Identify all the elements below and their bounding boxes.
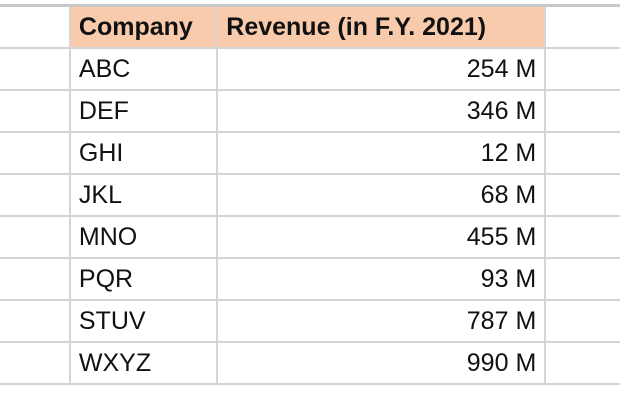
empty-cell[interactable] xyxy=(544,89,620,133)
empty-cell[interactable] xyxy=(544,173,620,217)
empty-cell[interactable] xyxy=(544,215,620,259)
empty-cell[interactable] xyxy=(0,299,71,343)
revenue-cell[interactable]: 93 M xyxy=(216,257,547,301)
company-cell[interactable]: DEF xyxy=(68,89,219,133)
empty-cell[interactable] xyxy=(544,4,620,49)
company-cell[interactable]: STUV xyxy=(68,299,219,343)
table-row: STUV 787 M xyxy=(0,299,620,343)
table-row: MNO 455 M xyxy=(0,215,620,259)
header-revenue[interactable]: Revenue (in F.Y. 2021) xyxy=(216,4,547,49)
empty-cell[interactable] xyxy=(0,131,71,175)
company-cell[interactable]: ABC xyxy=(68,47,219,91)
company-cell[interactable]: PQR xyxy=(68,257,219,301)
empty-cell[interactable] xyxy=(0,4,71,49)
company-cell[interactable]: WXYZ xyxy=(68,341,219,385)
table-row: ABC 254 M xyxy=(0,47,620,91)
table-row: PQR 93 M xyxy=(0,257,620,301)
revenue-cell[interactable]: 455 M xyxy=(216,215,547,259)
empty-cell[interactable] xyxy=(0,173,71,217)
table-row: WXYZ 990 M xyxy=(0,341,620,385)
revenue-cell[interactable]: 346 M xyxy=(216,89,547,133)
empty-cell[interactable] xyxy=(544,299,620,343)
empty-cell[interactable] xyxy=(544,341,620,385)
table-row: JKL 68 M xyxy=(0,173,620,217)
table-row: DEF 346 M xyxy=(0,89,620,133)
empty-cell[interactable] xyxy=(0,257,71,301)
header-row: Company Revenue (in F.Y. 2021) xyxy=(0,4,620,49)
empty-cell[interactable] xyxy=(544,47,620,91)
empty-cell[interactable] xyxy=(544,257,620,301)
empty-cell[interactable] xyxy=(0,215,71,259)
empty-cell[interactable] xyxy=(0,341,71,385)
empty-cell[interactable] xyxy=(544,131,620,175)
spreadsheet-grid: Company Revenue (in F.Y. 2021) ABC 254 M… xyxy=(0,4,620,385)
revenue-cell[interactable]: 787 M xyxy=(216,299,547,343)
header-company[interactable]: Company xyxy=(68,4,219,49)
revenue-cell[interactable]: 68 M xyxy=(216,173,547,217)
revenue-cell[interactable]: 990 M xyxy=(216,341,547,385)
table-row: GHI 12 M xyxy=(0,131,620,175)
company-cell[interactable]: JKL xyxy=(68,173,219,217)
revenue-cell[interactable]: 12 M xyxy=(216,131,547,175)
empty-cell[interactable] xyxy=(0,89,71,133)
company-cell[interactable]: MNO xyxy=(68,215,219,259)
revenue-cell[interactable]: 254 M xyxy=(216,47,547,91)
company-cell[interactable]: GHI xyxy=(68,131,219,175)
empty-cell[interactable] xyxy=(0,47,71,91)
